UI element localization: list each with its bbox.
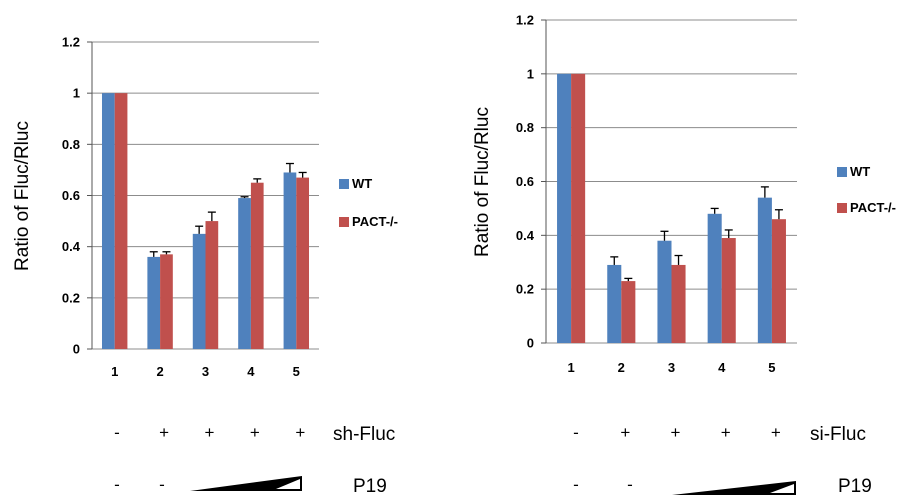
chart1-legend-swatch-WT <box>339 179 349 189</box>
chart2-condition-sign: + <box>771 423 781 442</box>
chart2-p19-sign: - <box>627 475 633 494</box>
chart1-x-tick-label: 5 <box>293 364 300 379</box>
chart2-bar-PACT-/--4 <box>721 238 736 343</box>
chart1-p19-gradient-wedge <box>190 476 302 491</box>
chart2-condition-label: si-Fluc <box>810 424 866 445</box>
chart2-legend-label-PACT-/-: PACT-/- <box>850 200 896 215</box>
chart2-bar-WT-3 <box>657 240 672 343</box>
chart2-x-tick-label: 4 <box>718 360 726 375</box>
chart2-y-tick-label: 0.2 <box>516 282 534 297</box>
chart1-bar-WT-5 <box>283 172 297 349</box>
chart1-condition-sign: + <box>159 423 169 442</box>
chart2-bar-PACT-/--5 <box>771 219 786 343</box>
chart2-bar-WT-4 <box>707 213 722 343</box>
chart2-y-tick-label: 0.8 <box>516 120 534 135</box>
chart1-p19-sign: - <box>159 475 165 494</box>
chart1-legend-swatch-PACT-/- <box>339 217 349 227</box>
chart1-y-tick-label: 0.8 <box>62 137 80 152</box>
chart2-p19-sign: - <box>573 475 579 494</box>
chart2-bar-PACT-/--1 <box>571 73 586 343</box>
chart2-y-tick-label: 1 <box>527 66 534 81</box>
chart2-bar-WT-5 <box>757 197 772 343</box>
chart2-legend-swatch-PACT-/- <box>837 203 847 213</box>
chart1-x-tick-label: 2 <box>156 364 163 379</box>
chart1-bar-PACT-/--4 <box>250 182 264 349</box>
chart2-condition-sign: + <box>671 423 681 442</box>
chart2-bar-PACT-/--3 <box>671 264 686 343</box>
chart2-bar-WT-2 <box>607 264 622 343</box>
chart1-p19-sign: - <box>114 475 120 494</box>
chart1-condition-sign: + <box>250 423 260 442</box>
chart2-y-axis-label: Ratio of Fluc/Rluc <box>472 107 493 257</box>
chart2-bar-WT-1 <box>557 73 572 343</box>
chart1-y-tick-label: 0.6 <box>62 188 80 203</box>
chart2-y-tick-label: 0.6 <box>516 174 534 189</box>
chart1-y-tick-label: 0.4 <box>62 239 81 254</box>
chart1-x-tick-label: 1 <box>111 364 118 379</box>
chart2-x-tick-label: 5 <box>768 360 775 375</box>
chart1-bar-PACT-/--5 <box>296 177 310 349</box>
chart2-condition-sign: + <box>721 423 731 442</box>
chart2-x-tick-label: 2 <box>618 360 625 375</box>
chart1-p19-label: P19 <box>353 476 387 497</box>
chart2-condition-sign: - <box>573 423 579 442</box>
chart2-y-tick-label: 0 <box>527 336 534 351</box>
chart1-p19-gradient-wedge-inner <box>276 479 300 489</box>
chart1-condition-sign: + <box>295 423 305 442</box>
chart1-bar-PACT-/--1 <box>114 93 128 350</box>
chart1-y-tick-label: 1 <box>73 86 80 101</box>
chart2-legend-swatch-WT <box>837 167 847 177</box>
chart1-bar-WT-3 <box>192 233 206 349</box>
chart2-y-tick-label: 1.2 <box>516 13 534 28</box>
chart1-y-tick-label: 0.2 <box>62 290 80 305</box>
chart1-legend-label-PACT-/-: PACT-/- <box>352 214 398 229</box>
chart2-bar-PACT-/--2 <box>621 281 636 343</box>
chart1-bar-PACT-/--2 <box>160 254 173 349</box>
chart1-bar-PACT-/--3 <box>205 221 219 349</box>
chart1-condition-sign: - <box>114 423 120 442</box>
chart2-p19-gradient-wedge <box>672 481 796 495</box>
chart2-condition-sign: + <box>620 423 630 442</box>
chart1-y-axis-label: Ratio of Fluc/Rluc <box>12 121 33 271</box>
chart1-condition-label: sh-Fluc <box>333 424 395 445</box>
chart1-bar-WT-2 <box>147 256 161 349</box>
chart2-x-tick-label: 3 <box>668 360 675 375</box>
chart2-p19-gradient-wedge-inner <box>770 484 794 493</box>
chart1-y-tick-label: 0 <box>73 342 80 357</box>
chart1-bar-WT-1 <box>101 93 115 350</box>
chart1-condition-sign: + <box>205 423 215 442</box>
chart2-p19-label: P19 <box>838 476 872 497</box>
chart1-bar-WT-4 <box>238 198 251 349</box>
chart1-y-tick-label: 1.2 <box>62 35 80 50</box>
chart1-x-tick-label: 3 <box>202 364 209 379</box>
chart2-y-tick-label: 0.4 <box>516 228 535 243</box>
chart2-legend-label-WT: WT <box>850 164 870 179</box>
chart2-x-tick-label: 1 <box>567 360 574 375</box>
chart1-x-tick-label: 4 <box>247 364 255 379</box>
chart1-legend-label-WT: WT <box>352 176 372 191</box>
